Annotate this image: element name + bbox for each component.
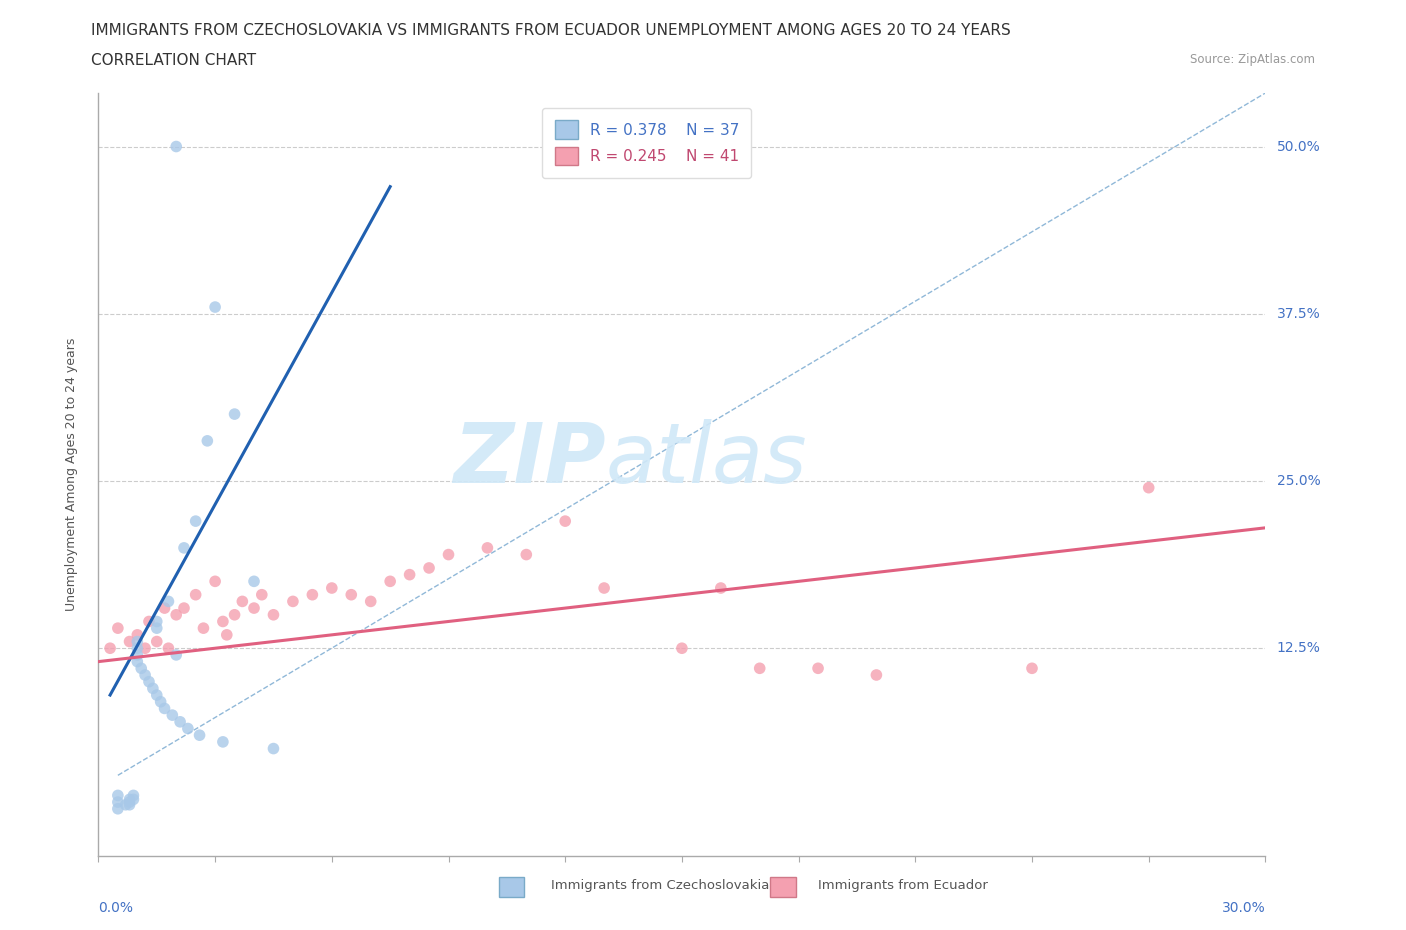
Text: ZIP: ZIP [453,418,606,499]
Point [169,714,191,729]
Point [243,574,266,589]
Point [231,594,253,609]
Text: 12.5%: 12.5% [1277,641,1320,656]
Point [710,580,733,595]
Point [243,601,266,616]
Text: atlas: atlas [606,418,807,499]
Point [418,561,440,576]
Point [1021,661,1043,676]
Point [107,620,129,635]
Text: IMMIGRANTS FROM CZECHOSLOVAKIA VS IMMIGRANTS FROM ECUADOR UNEMPLOYMENT AMONG AGE: IMMIGRANTS FROM CZECHOSLOVAKIA VS IMMIGR… [91,23,1011,38]
Point [127,641,149,656]
Point [173,540,195,555]
Point [215,628,238,643]
Point [127,654,149,669]
Point [865,668,887,683]
Point [593,580,616,595]
Point [122,792,145,807]
Point [138,674,160,689]
Point [204,299,226,314]
Point [477,540,499,555]
Point [262,607,284,622]
Point [193,620,215,635]
Point [138,614,160,629]
Text: 50.0%: 50.0% [1277,140,1320,153]
Point [146,614,169,629]
Point [262,741,284,756]
Point [224,406,246,421]
Point [107,788,129,803]
Point [807,661,830,676]
Point [127,647,149,662]
Point [118,794,141,809]
Point [165,647,187,662]
Point [1137,480,1160,495]
Text: Immigrants from Ecuador: Immigrants from Ecuador [801,879,988,892]
Point [380,574,402,589]
Point [157,641,180,656]
Point [157,594,180,609]
Y-axis label: Unemployment Among Ages 20 to 24 years: Unemployment Among Ages 20 to 24 years [65,338,77,611]
Point [554,513,576,528]
Point [118,792,141,807]
Text: Source: ZipAtlas.com: Source: ZipAtlas.com [1189,53,1315,66]
Point [177,721,200,736]
Point [162,708,184,723]
Legend: R = 0.378    N = 37, R = 0.245    N = 41: R = 0.378 N = 37, R = 0.245 N = 41 [543,108,751,178]
Point [212,735,235,750]
Point [118,797,141,812]
Point [107,802,129,817]
Point [129,661,152,676]
Point [127,634,149,649]
Point [301,587,323,602]
Point [146,634,169,649]
Point [122,788,145,803]
Point [118,634,141,649]
Text: Immigrants from Czechoslovakia: Immigrants from Czechoslovakia [534,879,769,892]
Point [250,587,273,602]
Text: 25.0%: 25.0% [1277,474,1320,488]
Text: 30.0%: 30.0% [1222,901,1265,915]
Point [748,661,770,676]
Point [146,620,169,635]
Text: 0.0%: 0.0% [98,901,134,915]
Point [149,695,172,710]
Point [142,681,165,696]
Point [146,687,169,702]
Text: CORRELATION CHART: CORRELATION CHART [91,53,256,68]
Point [340,587,363,602]
Point [360,594,382,609]
Point [184,513,207,528]
Point [114,797,136,812]
Point [107,794,129,809]
Point [153,701,176,716]
Point [321,580,343,595]
Point [165,140,187,154]
Point [188,728,211,743]
Point [515,547,537,562]
Point [224,607,246,622]
Point [173,601,195,616]
Point [212,614,235,629]
Point [184,587,207,602]
Point [134,668,156,683]
Point [153,601,176,616]
Point [195,433,218,448]
Text: 37.5%: 37.5% [1277,307,1320,321]
Point [281,594,304,609]
Point [671,641,693,656]
Point [98,641,121,656]
Point [127,628,149,643]
Point [204,574,226,589]
Point [134,641,156,656]
Point [437,547,460,562]
Point [398,567,420,582]
Point [165,607,187,622]
